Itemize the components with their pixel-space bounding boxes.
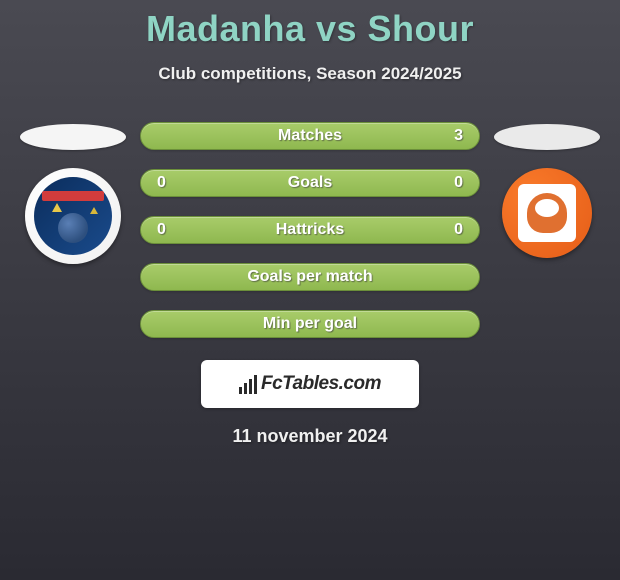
brisbane-crest-icon (518, 184, 576, 242)
stats-pills: Matches 3 0 Goals 0 0 Hattricks 0 Goals … (140, 122, 480, 338)
stat-label: Hattricks (197, 221, 423, 239)
page-title: Madanha vs Shour (0, 0, 620, 50)
stat-right-value: 0 (423, 174, 463, 192)
update-date: 11 november 2024 (0, 426, 620, 447)
stat-row-goals: 0 Goals 0 (140, 169, 480, 197)
left-team-column (18, 122, 128, 264)
stat-row-min-per-goal: Min per goal (140, 310, 480, 338)
right-team-column (492, 122, 602, 258)
stat-row-hattricks: 0 Hattricks 0 (140, 216, 480, 244)
right-team-crest (502, 168, 592, 258)
stat-row-goals-per-match: Goals per match (140, 263, 480, 291)
bar-chart-icon (239, 374, 257, 394)
stat-right-value: 3 (423, 127, 463, 145)
stat-label: Matches (197, 127, 423, 145)
page-subtitle: Club competitions, Season 2024/2025 (0, 64, 620, 84)
stat-row-matches: Matches 3 (140, 122, 480, 150)
right-player-photo-placeholder (494, 124, 600, 150)
fctables-logo-link[interactable]: FcTables.com (201, 360, 419, 408)
stat-right-value: 0 (423, 221, 463, 239)
stat-left-value: 0 (157, 221, 197, 239)
left-team-crest (25, 168, 121, 264)
stat-label: Goals per match (197, 268, 423, 286)
stats-area: Matches 3 0 Goals 0 0 Hattricks 0 Goals … (0, 122, 620, 338)
left-player-photo-placeholder (20, 124, 126, 150)
adelaide-crest-icon (34, 177, 112, 255)
stat-label: Goals (197, 174, 423, 192)
stat-label: Min per goal (197, 315, 423, 333)
stat-left-value: 0 (157, 174, 197, 192)
fctables-logo-text: FcTables.com (261, 373, 381, 395)
